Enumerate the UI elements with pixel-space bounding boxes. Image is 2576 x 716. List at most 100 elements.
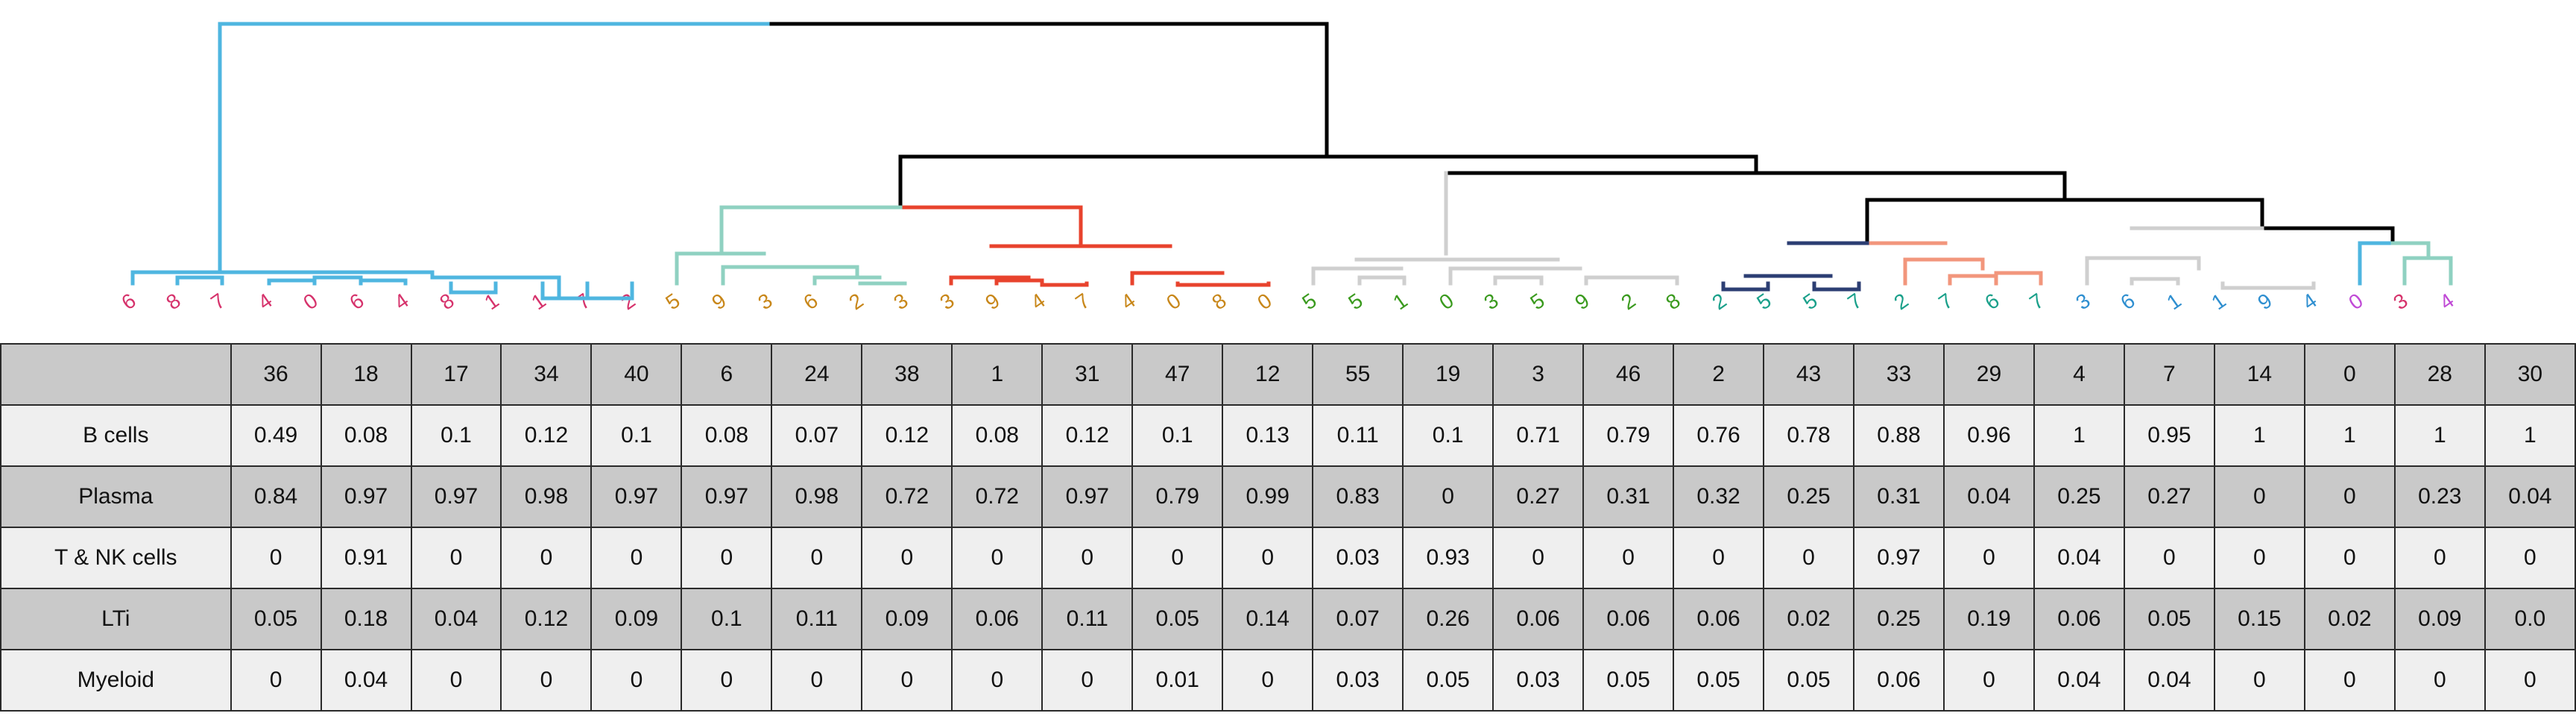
table-cell: 0.08 [320, 404, 412, 467]
leaf-label: 7 [572, 289, 595, 314]
table-cell: 0.06 [951, 588, 1044, 650]
table-cell: 0.14 [1222, 588, 1314, 650]
leaf-label: 9 [981, 289, 1004, 314]
table-cell: 14 [2213, 343, 2305, 406]
table-cell: 28 [2393, 343, 2486, 406]
table-cell: 0 [2213, 649, 2305, 712]
table-cell: 18 [320, 343, 412, 406]
table-cell: 0 [1041, 649, 1134, 712]
table-cell: 0.93 [1402, 527, 1494, 589]
row-label: Plasma [0, 465, 232, 528]
leaf-label: 2 [1708, 289, 1731, 314]
table-row: T & NK cells 0 0.91 0 0 0 0 0 0 0 0 0 0 0.03 0.93 0 0 0 0 0… [0, 527, 2576, 589]
row-label: T & NK cells [0, 527, 232, 589]
table-cell: 0.72 [951, 465, 1044, 528]
table-cell: 0.97 [410, 465, 502, 528]
table-cell: 0.05 [1763, 649, 1854, 712]
table-cell: 0.05 [1131, 588, 1224, 650]
table-cell: 0 [500, 527, 593, 589]
table-cell: 0 [2213, 527, 2305, 589]
row-label: B cells [0, 404, 232, 467]
table-cell: 0 [500, 649, 593, 712]
table-cell: 0 [2393, 527, 2486, 589]
table-cell: 38 [861, 343, 953, 406]
leaf-label: 8 [1208, 289, 1231, 314]
table-cell: 0 [410, 527, 502, 589]
table-cell: 30 [2484, 343, 2576, 406]
leaf-label: 5 [1526, 289, 1549, 314]
table-cell: 0 [1673, 527, 1765, 589]
leaf-label: 9 [707, 289, 730, 314]
leaf-label: 4 [2298, 289, 2321, 314]
table-cell: 0.1 [681, 588, 773, 650]
table-cell: 47 [1131, 343, 1224, 406]
table-cell: 0.27 [1492, 465, 1585, 528]
leaf-label: 0 [299, 289, 322, 314]
table-cell: 0.09 [2393, 588, 2486, 650]
table-cell: 0 [771, 649, 863, 712]
table-cell: 0.97 [1041, 465, 1134, 528]
table-cell: 0.78 [1763, 404, 1854, 467]
table-cell: 0.98 [771, 465, 863, 528]
table-cell: 0.06 [1673, 588, 1765, 650]
table-cell: 0.79 [1582, 404, 1675, 467]
leaf-label: 5 [1799, 289, 1822, 314]
leaf-label: 3 [2071, 289, 2094, 314]
table-cell: 12 [1222, 343, 1314, 406]
table-cell: 0.99 [1222, 465, 1314, 528]
leaf-label: 2 [616, 289, 640, 314]
leaf-label: 7 [1843, 289, 1866, 314]
table-cell: 0 [2484, 649, 2576, 712]
table-cell: 0.26 [1402, 588, 1494, 650]
table-cell: 0.07 [771, 404, 863, 467]
table-cell: 6 [681, 343, 773, 406]
table-cell: 1 [2213, 404, 2305, 467]
leaf-label: 7 [1071, 289, 1094, 314]
leaf-label: 1 [1389, 289, 1412, 314]
table-cell: 0.72 [861, 465, 953, 528]
table-cell: 0.83 [1312, 465, 1404, 528]
leaf-label: 0 [2344, 289, 2367, 314]
leaf-label: 1 [527, 289, 550, 314]
table-cell: 0.04 [320, 649, 412, 712]
table-cell: 0.31 [1853, 465, 1945, 528]
table-cell: 0.05 [230, 588, 322, 650]
leaf-label: 7 [1934, 289, 1957, 314]
table-cell: 0.97 [1853, 527, 1945, 589]
table-cell: 0.08 [951, 404, 1044, 467]
table-cell: 0 [951, 527, 1044, 589]
table-cell: 0 [2303, 465, 2396, 528]
table-cell: 0 [2303, 649, 2396, 712]
table-cell: 0.1 [410, 404, 502, 467]
cluster-composition-table: 36 18 17 34 40 6 24 38 1 31 47 12 55 19 3 46 2 43 33 29 4 7 14… [0, 343, 2576, 716]
table-cell: 0.11 [1041, 588, 1134, 650]
table-cell: 0 [1402, 465, 1494, 528]
table-cell: 24 [771, 343, 863, 406]
leaf-label: 8 [162, 289, 185, 314]
table-cell: 0.03 [1492, 649, 1585, 712]
table-cell: 0 [681, 527, 773, 589]
table-cell: 1 [2484, 404, 2576, 467]
table-cell: 3 [1492, 343, 1585, 406]
leaf-label: 3 [754, 289, 777, 314]
table-cell: 0.11 [771, 588, 863, 650]
table-cell: 0.05 [1582, 649, 1675, 712]
leaf-label: 4 [2435, 289, 2458, 314]
table-cell: 0.98 [500, 465, 593, 528]
composition-grid: 36 18 17 34 40 6 24 38 1 31 47 12 55 19 3 46 2 43 33 29 4 7 14… [0, 343, 2576, 712]
table-cell: 0.07 [1312, 588, 1404, 650]
table-cell: 0.25 [2033, 465, 2125, 528]
leaf-label: 8 [1661, 289, 1685, 314]
table-cell: 0 [1222, 649, 1314, 712]
table-cell: 0.97 [590, 465, 683, 528]
table-cell: 0 [1942, 649, 2035, 712]
table-cell: 0 [2123, 527, 2215, 589]
table-cell: 40 [590, 343, 683, 406]
table-cell: 0.06 [1582, 588, 1675, 650]
table-cell: 0.1 [1131, 404, 1224, 467]
table-cell: 0.11 [1312, 404, 1404, 467]
table-cell: 0 [2484, 527, 2576, 589]
leaf-label: 7 [2025, 289, 2048, 314]
table-cell: 0 [1763, 527, 1854, 589]
